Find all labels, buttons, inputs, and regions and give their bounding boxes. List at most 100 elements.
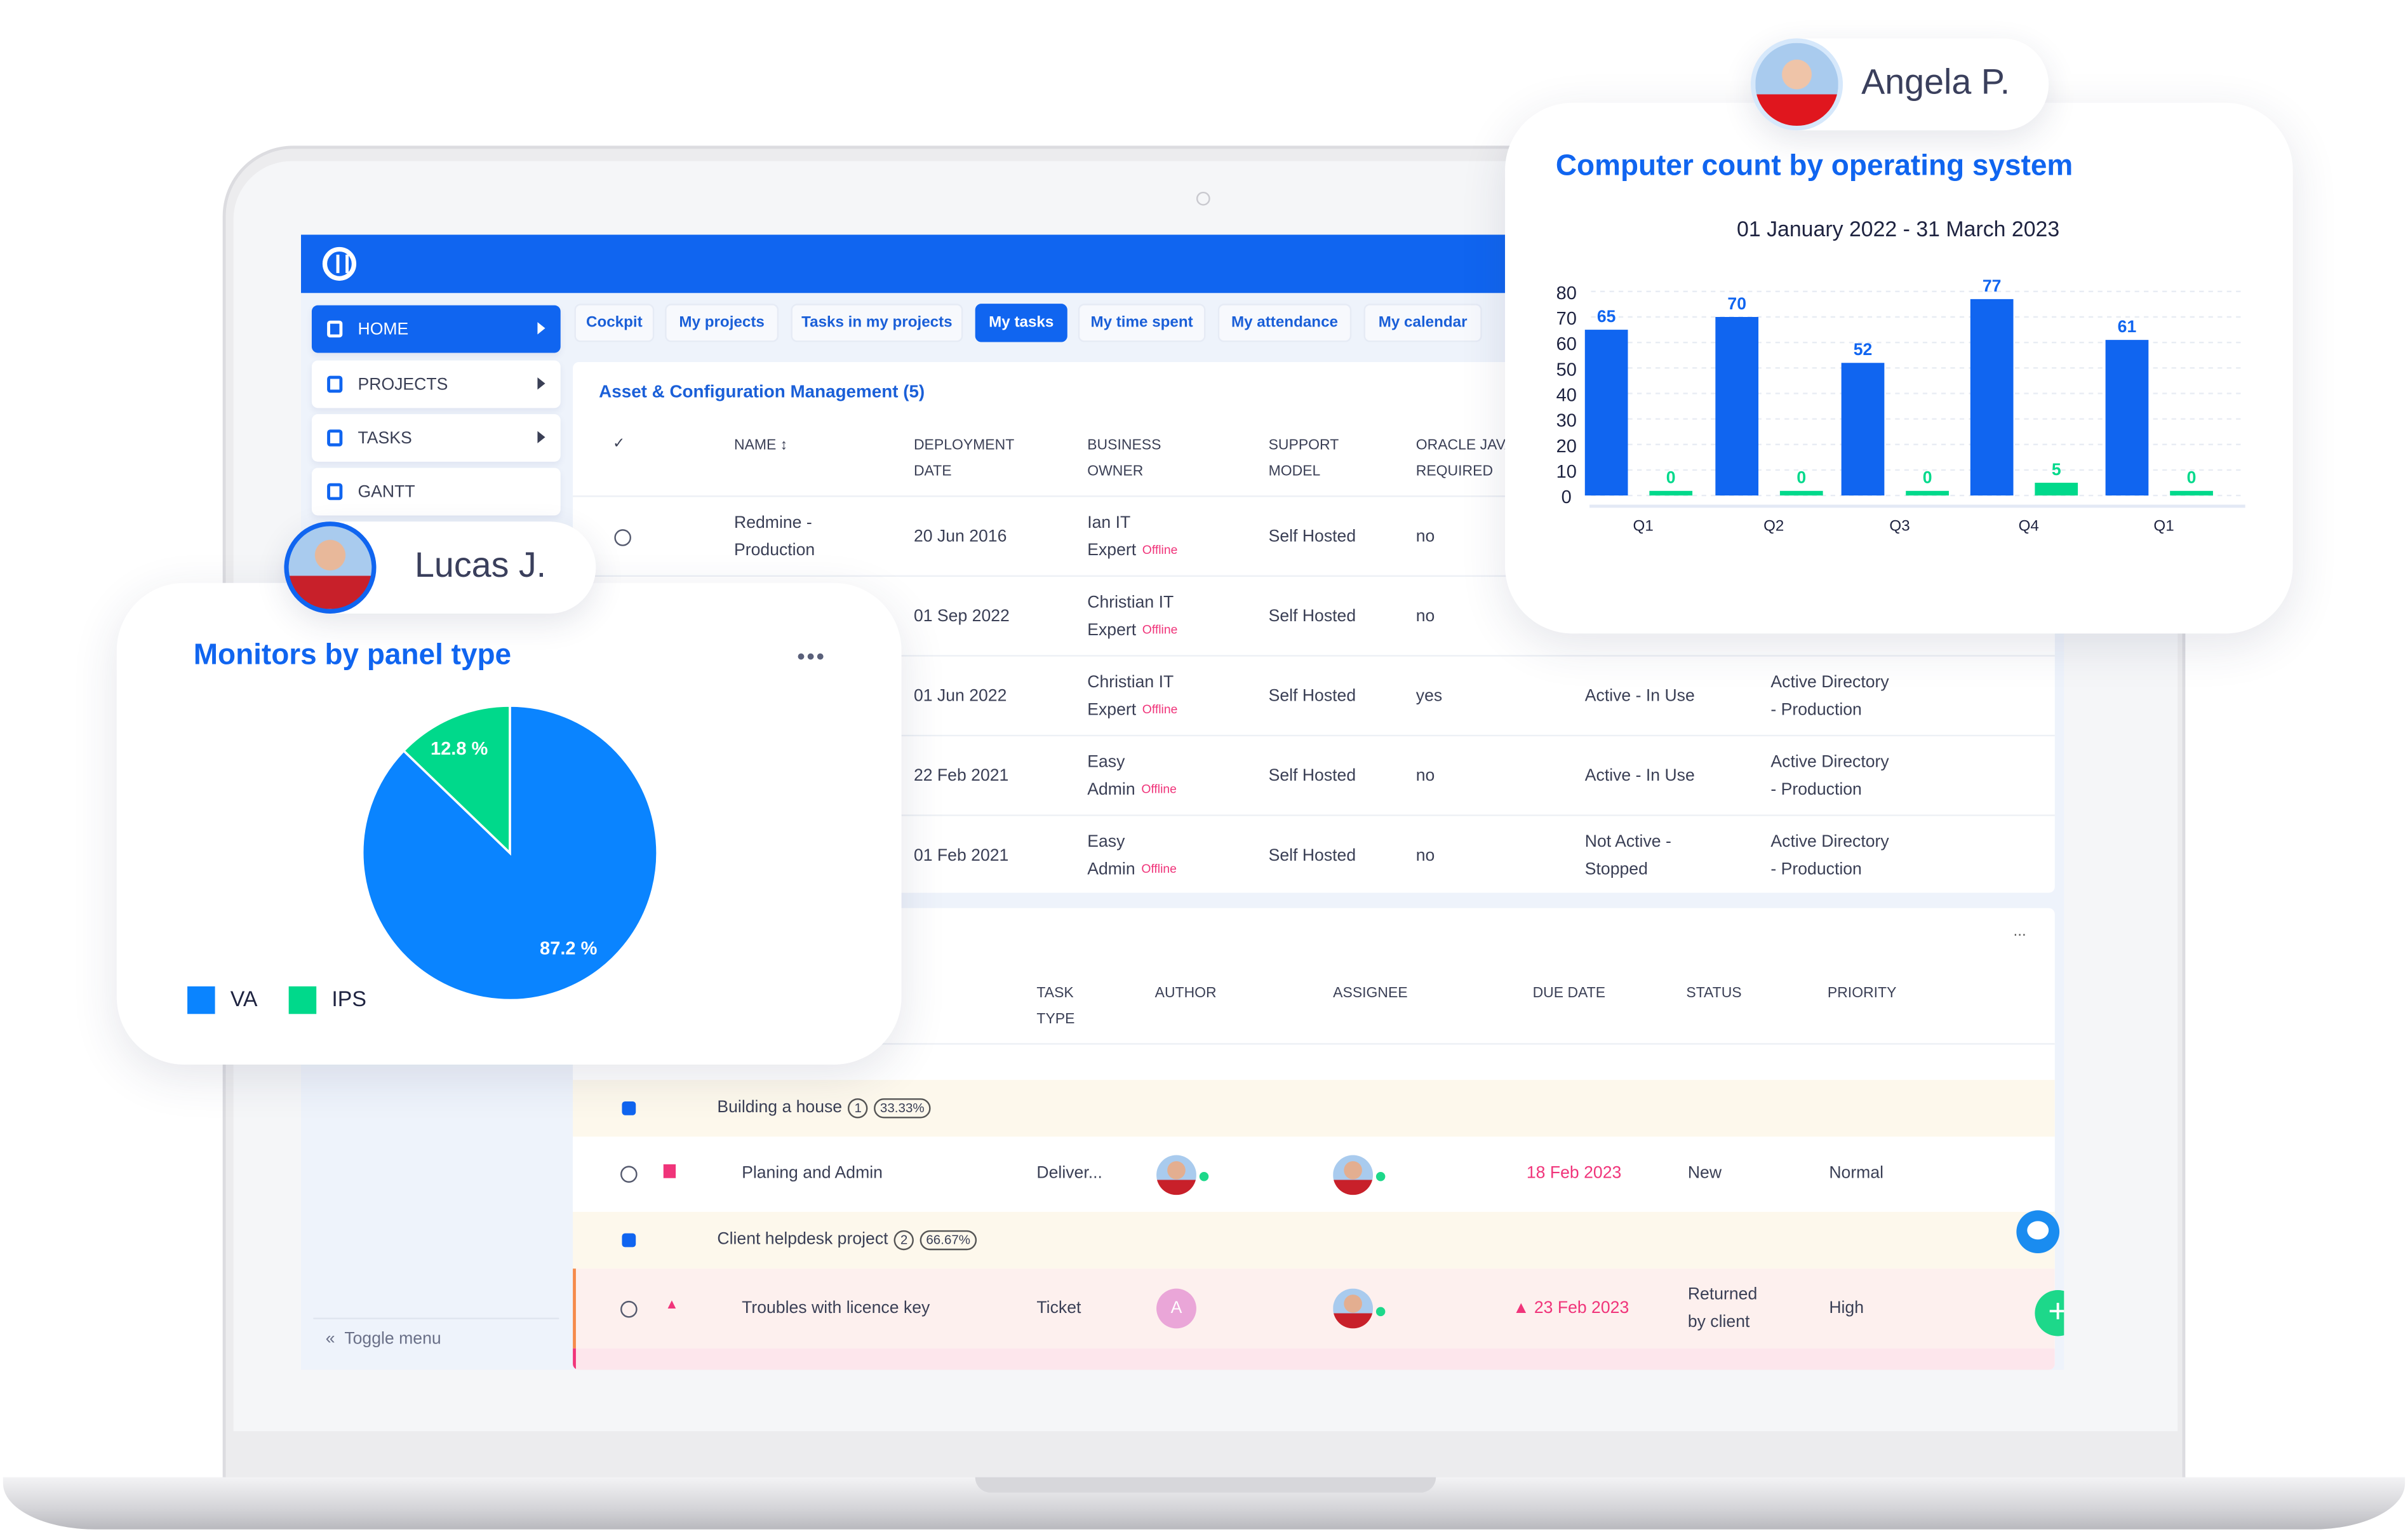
deployment-date: 20 Jun 2016 xyxy=(913,527,1007,546)
logo-icon[interactable] xyxy=(322,246,357,281)
x-tick-label: Q4 xyxy=(2019,518,2039,535)
asset-name[interactable]: Redmine - Production xyxy=(734,509,815,565)
task-name[interactable]: Planing and Admin xyxy=(742,1164,883,1183)
table-row[interactable]: Redmine - Production 20 Jun 2016 Ian IT Ex… xyxy=(573,495,2055,575)
col-support-model[interactable]: SUPPORT MODEL xyxy=(1269,433,1339,485)
header-label: NAME xyxy=(733,437,777,454)
tab-my-calendar[interactable]: My calendar xyxy=(1363,304,1482,342)
business-owner: Christian IT Expert Offline xyxy=(1087,589,1177,644)
task-row[interactable]: ▲ Troubles with licence key Ticket A ▲ 2… xyxy=(573,1268,2055,1349)
col-business-owner[interactable]: BUSINESS OWNER xyxy=(1087,433,1161,485)
more-options-button[interactable]: ••• xyxy=(797,644,826,671)
online-status-icon xyxy=(1375,1307,1386,1317)
col-priority[interactable]: PRIORITY xyxy=(1827,985,1897,1002)
y-tick-label: 0 xyxy=(1562,487,1572,508)
tab-my-tasks[interactable]: My tasks xyxy=(975,304,1067,342)
toggle-menu-button[interactable]: « Toggle menu xyxy=(326,1330,441,1349)
deployment-date: 01 Jun 2022 xyxy=(913,687,1007,706)
owner-line: Admin Offline xyxy=(1087,856,1177,884)
oracle-java: no xyxy=(1415,607,1435,626)
owner-name: Admin xyxy=(1087,860,1135,879)
sidebar-item-label: HOME xyxy=(358,320,409,339)
sidebar-item-gantt[interactable]: GANTT xyxy=(311,468,561,516)
camera xyxy=(1196,191,1210,206)
pie-slice-ips[interactable] xyxy=(402,704,511,856)
tab-tasks-in-my-projects[interactable]: Tasks in my projects xyxy=(791,304,963,342)
row-checkbox[interactable] xyxy=(620,1166,638,1183)
group-title: Building a house 1 33.33% xyxy=(717,1094,931,1121)
col-assignee[interactable]: ASSIGNEE xyxy=(1333,985,1408,1002)
col-due-date[interactable]: DUE DATE xyxy=(1532,985,1606,1002)
sidebar-item-home[interactable]: HOME xyxy=(311,305,561,353)
task-row[interactable]: Planing and Admin Deliver... 18 Feb 2023… xyxy=(573,1138,2055,1211)
offline-badge: Offline xyxy=(1142,542,1178,557)
data-label: 0 xyxy=(1666,468,1676,487)
online-status-icon xyxy=(1375,1172,1386,1181)
collapse-icon[interactable] xyxy=(622,1101,636,1115)
priority: High xyxy=(1829,1299,1864,1318)
owner-line: Admin Offline xyxy=(1087,776,1177,804)
asset-status: Not Active - Stopped xyxy=(1585,828,1671,884)
col-deployment-date[interactable]: DEPLOYMENT DATE xyxy=(914,433,1014,485)
owner-line: Expert Offline xyxy=(1087,696,1177,723)
owner-line: Christian IT xyxy=(1087,593,1174,612)
col-oracle-java[interactable]: ORACLE JAVA REQUIRED xyxy=(1415,437,1514,480)
divider xyxy=(313,1317,559,1319)
data-label: 0 xyxy=(1796,468,1806,487)
row-checkbox[interactable] xyxy=(620,1300,638,1318)
sidebar-item-projects[interactable]: PROJECTS xyxy=(311,360,561,408)
gantt-icon xyxy=(327,483,343,501)
col-author[interactable]: AUTHOR xyxy=(1154,985,1217,1002)
owner-line: Ian IT xyxy=(1087,514,1131,533)
count-badge: 1 xyxy=(848,1098,868,1119)
task-row[interactable] xyxy=(573,1348,2055,1370)
business-owner: Christian IT Expert Offline xyxy=(1087,669,1177,724)
card-title[interactable]: Asset & Configuration Management (5) xyxy=(599,383,925,402)
business-owner: Easy Admin Offline xyxy=(1087,749,1177,804)
sidebar-item-tasks[interactable]: TASKS xyxy=(311,414,561,462)
tab-my-time-spent[interactable]: My time spent xyxy=(1078,304,1206,342)
data-label: 77 xyxy=(1983,276,2002,295)
group-row[interactable]: Building a house 1 33.33% xyxy=(573,1080,2055,1137)
task-name[interactable]: Troubles with licence key xyxy=(742,1299,930,1318)
count-badge: 2 xyxy=(894,1230,914,1251)
chevron-right-icon xyxy=(537,431,545,443)
more-options-button[interactable]: ... xyxy=(2013,923,2026,941)
group-row[interactable]: Client helpdesk project 2 66.67% xyxy=(573,1211,2055,1269)
date-range: 01 January 2022 - 31 March 2023 xyxy=(1737,216,2060,241)
tab-my-projects[interactable]: My projects xyxy=(665,304,779,342)
chat-button[interactable] xyxy=(2016,1210,2060,1254)
asset-status: Active - In Use xyxy=(1585,762,1695,790)
header-label: SUPPORT xyxy=(1268,437,1339,454)
pie-title: Monitors by panel type xyxy=(193,640,512,672)
col-name[interactable]: NAME ↕ xyxy=(733,437,788,454)
y-tick-label: 40 xyxy=(1556,386,1577,406)
owner-name: Admin xyxy=(1087,781,1135,800)
col-task-type[interactable]: TASK TYPE xyxy=(1036,980,1074,1032)
monitors-card: Monitors by panel type ••• 87.2 % 12.8 % … xyxy=(116,582,902,1065)
status-line: by client xyxy=(1687,1313,1750,1332)
table-row[interactable]: 01 Sep 2022 Christian IT Expert Offline Se… xyxy=(573,575,2055,656)
hierarchy-icon xyxy=(327,375,343,393)
dashboard-icon xyxy=(327,320,343,338)
col-status[interactable]: STATUS xyxy=(1686,985,1742,1002)
y-tick-label: 80 xyxy=(1556,283,1577,304)
tab-my-attendance[interactable]: My attendance xyxy=(1217,304,1352,342)
sidebar-item-label: TASKS xyxy=(358,428,412,447)
assignee-avatar xyxy=(1333,1288,1374,1329)
user-name: Lucas J. xyxy=(414,544,547,585)
plus-icon: + xyxy=(2048,1291,2064,1329)
percent-badge: 66.67% xyxy=(920,1230,977,1251)
x-tick-label: Q3 xyxy=(1889,518,1910,535)
table-row[interactable]: 01 Feb 2021 Easy Admin Offline Self Hosted… xyxy=(573,814,2055,894)
owner-line: Easy xyxy=(1087,833,1125,852)
select-all-checkmark[interactable]: ✓ xyxy=(612,435,625,453)
tab-cockpit[interactable]: Cockpit xyxy=(574,304,655,342)
my-tasks-card: ... TASK TYPE AUTHOR ASSIGNEE DUE DATE ST… xyxy=(573,908,2055,1370)
owner-line: Expert Offline xyxy=(1087,617,1177,644)
table-row[interactable]: 22 Feb 2021 Easy Admin Offline Self Hosted… xyxy=(573,734,2055,815)
table-row[interactable]: 01 Jun 2022 Christian IT Expert Offline Se… xyxy=(573,655,2055,735)
row-checkbox[interactable] xyxy=(614,529,631,546)
avatar xyxy=(284,521,377,614)
collapse-icon[interactable] xyxy=(622,1233,636,1248)
